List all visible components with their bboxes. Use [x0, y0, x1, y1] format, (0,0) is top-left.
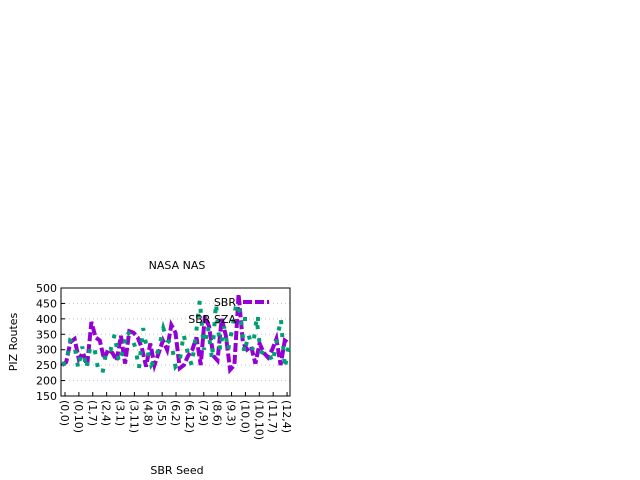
- x-tick-label: (9,3): [225, 400, 238, 426]
- x-tick-label: (4,8): [141, 400, 154, 426]
- x-tick-label: (12,4): [280, 400, 293, 433]
- series-lines: [60, 294, 291, 376]
- x-tick-label: (5,5): [155, 400, 168, 426]
- x-tick-label: (8,6): [211, 400, 224, 426]
- x-tick-label: (11,7): [266, 400, 279, 433]
- y-tick-label: 350: [36, 328, 57, 341]
- x-tick-label: (10,10): [252, 400, 265, 440]
- plot-frame: [60, 287, 291, 397]
- x-tick-label: (7,9): [197, 400, 210, 426]
- x-tick-label: (1,7): [86, 400, 99, 426]
- legend-label-sbr: SBR: [214, 296, 237, 309]
- x-tick-label: (3,11): [127, 400, 140, 433]
- y-tick-label: 500: [36, 282, 57, 295]
- y-tick-label: 400: [36, 313, 57, 326]
- x-axis-ticks: (0,0) (0,10) (1,7) (2,4) (3,1) (3,11) (4,8) (5,…: [58, 392, 293, 440]
- y-axis-ticks: 150 200 250 300 350 400 450 500: [36, 282, 65, 403]
- y-axis-label: PIZ Routes: [7, 312, 20, 371]
- x-tick-label: (10,0): [238, 400, 251, 433]
- x-axis-label: SBR Seed: [150, 464, 203, 477]
- y-tick-label: 200: [36, 375, 57, 388]
- y-tick-label: 300: [36, 344, 57, 357]
- series-line-sbr: [60, 294, 291, 375]
- y-tick-label: 450: [36, 297, 57, 310]
- x-tick-label: (0,10): [72, 400, 85, 433]
- x-tick-label: (6,2): [169, 400, 182, 426]
- legend-label-sbr-sza: SBR SZA: [188, 313, 236, 326]
- x-tick-label: (6,12): [183, 400, 196, 433]
- x-tick-label: (0,0): [58, 400, 71, 426]
- x-tick-label: (3,1): [114, 400, 127, 426]
- chart-title: NASA NAS: [149, 259, 206, 272]
- x-tick-label: (2,4): [100, 400, 113, 426]
- legend: SBR SBR SZA: [188, 296, 269, 326]
- y-tick-label: 150: [36, 390, 57, 403]
- y-tick-label: 250: [36, 359, 57, 372]
